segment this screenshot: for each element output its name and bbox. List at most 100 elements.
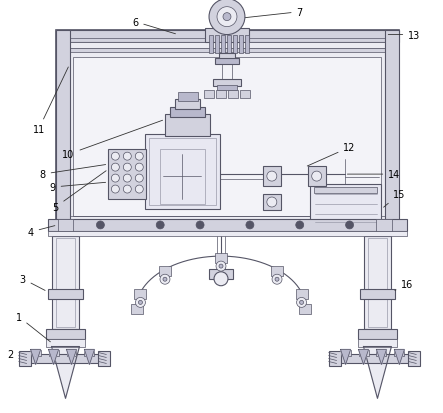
Circle shape <box>135 164 143 172</box>
Polygon shape <box>51 347 79 399</box>
Bar <box>47 231 408 236</box>
Bar <box>215 254 227 263</box>
Bar <box>360 289 396 299</box>
Bar <box>165 115 210 137</box>
Bar <box>109 150 146 199</box>
Bar <box>227 36 231 53</box>
Bar <box>216 91 226 99</box>
Bar <box>49 350 58 357</box>
Bar <box>145 135 220 209</box>
Circle shape <box>97 221 105 229</box>
Bar <box>209 269 233 279</box>
Circle shape <box>156 221 164 229</box>
Bar <box>170 108 205 118</box>
Text: 1: 1 <box>16 312 51 342</box>
Circle shape <box>296 298 307 308</box>
Bar <box>408 351 420 367</box>
Bar <box>377 219 392 231</box>
Circle shape <box>216 261 226 271</box>
Bar <box>26 354 107 363</box>
Circle shape <box>62 221 70 229</box>
Bar <box>299 304 311 314</box>
Bar <box>271 267 283 277</box>
Bar <box>263 167 281 187</box>
Bar <box>74 58 381 216</box>
Circle shape <box>312 172 322 182</box>
Text: 8: 8 <box>39 165 105 180</box>
Circle shape <box>111 185 119 194</box>
Circle shape <box>272 275 282 285</box>
Circle shape <box>123 175 131 183</box>
Bar <box>368 238 388 327</box>
Circle shape <box>136 298 145 308</box>
Text: 5: 5 <box>52 171 106 212</box>
Bar <box>63 43 392 48</box>
Bar <box>55 31 400 224</box>
Bar <box>314 188 377 194</box>
Circle shape <box>346 221 354 229</box>
Bar <box>55 31 70 224</box>
Bar <box>160 150 205 204</box>
Bar <box>55 31 400 43</box>
Bar <box>336 354 417 363</box>
Circle shape <box>299 301 303 305</box>
Text: 13: 13 <box>388 31 420 40</box>
Polygon shape <box>358 350 369 365</box>
Text: 11: 11 <box>32 68 68 135</box>
Circle shape <box>139 301 143 305</box>
Text: 16: 16 <box>395 279 413 291</box>
Bar <box>377 350 386 357</box>
Text: 10: 10 <box>62 121 163 160</box>
Bar <box>19 351 31 367</box>
Circle shape <box>275 278 279 282</box>
Bar <box>358 350 369 357</box>
Polygon shape <box>66 350 77 365</box>
Text: 4: 4 <box>27 226 55 237</box>
Polygon shape <box>394 350 404 365</box>
Bar <box>46 339 85 347</box>
Bar <box>263 195 281 211</box>
Bar <box>240 91 250 99</box>
Circle shape <box>123 153 131 161</box>
Bar <box>47 219 408 231</box>
Bar <box>239 36 243 53</box>
Circle shape <box>111 175 119 183</box>
Circle shape <box>160 275 170 285</box>
Bar <box>55 238 75 327</box>
Circle shape <box>123 164 131 172</box>
Text: 9: 9 <box>50 183 105 192</box>
Circle shape <box>196 221 204 229</box>
Bar <box>221 36 225 53</box>
Circle shape <box>217 8 237 28</box>
Bar <box>31 350 41 357</box>
Bar <box>58 219 74 231</box>
Bar <box>85 350 94 357</box>
Bar <box>217 86 237 91</box>
Bar <box>219 53 235 62</box>
Circle shape <box>223 14 231 21</box>
Polygon shape <box>341 350 350 365</box>
Bar <box>215 36 219 53</box>
Circle shape <box>209 0 245 36</box>
Bar <box>70 38 385 216</box>
Bar <box>233 36 237 53</box>
Bar <box>385 31 400 224</box>
Bar <box>159 267 171 277</box>
Polygon shape <box>85 350 94 365</box>
Bar <box>178 93 198 102</box>
Bar <box>98 351 110 367</box>
Circle shape <box>246 221 254 229</box>
Bar <box>47 289 83 299</box>
Bar <box>149 139 216 206</box>
Bar <box>310 185 381 229</box>
Bar <box>63 48 392 52</box>
Bar <box>394 350 404 357</box>
Text: 3: 3 <box>19 274 45 291</box>
Circle shape <box>123 185 131 194</box>
Bar <box>329 351 341 367</box>
Text: 12: 12 <box>307 143 356 166</box>
Text: 15: 15 <box>384 190 406 208</box>
Bar <box>66 350 77 357</box>
Bar <box>358 329 397 339</box>
Circle shape <box>111 164 119 172</box>
